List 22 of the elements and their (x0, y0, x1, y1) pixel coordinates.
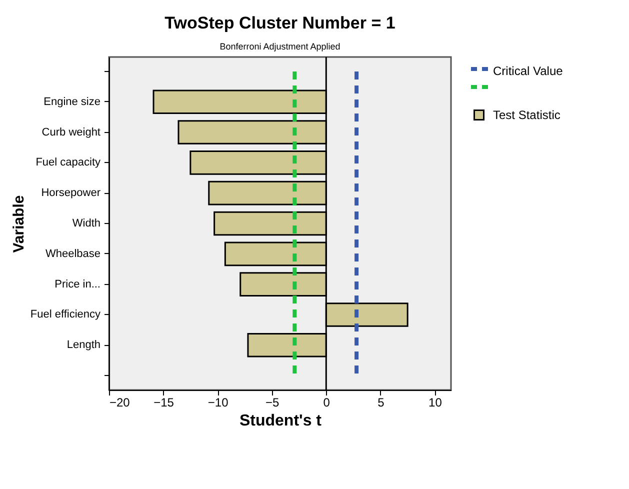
y-axis-title: Variable (10, 195, 28, 253)
y-tick-label: Wheelbase (45, 248, 100, 260)
y-tick-label: Fuel efficiency (30, 308, 101, 321)
x-tick-label: −10 (208, 396, 229, 410)
y-tick-label: Fuel capacity (36, 156, 101, 169)
x-axis-title: Student's t (239, 412, 322, 430)
legend-label: Test Statistic (493, 108, 560, 122)
y-tick-label: Horsepower (41, 187, 101, 200)
y-tick-label: Curb weight (42, 126, 100, 138)
x-tick-label: 10 (428, 396, 442, 410)
chart-subtitle: Bonferroni Adjustment Applied (220, 41, 340, 52)
x-tick-label: −20 (110, 396, 130, 410)
x-tick-label: 5 (378, 396, 385, 410)
x-tick-label: 0 (323, 396, 330, 410)
x-tick-label: −5 (266, 396, 280, 410)
y-tick-label: Price in... (54, 278, 100, 290)
y-tick-label: Width (72, 218, 100, 230)
y-tick-label: Engine size (44, 96, 100, 108)
text: Critical Value (493, 64, 564, 78)
chart-title: TwoStep Cluster Number = 1 (164, 13, 396, 32)
x-tick-label: −15 (154, 396, 174, 410)
y-tick-label: Length (66, 339, 100, 352)
